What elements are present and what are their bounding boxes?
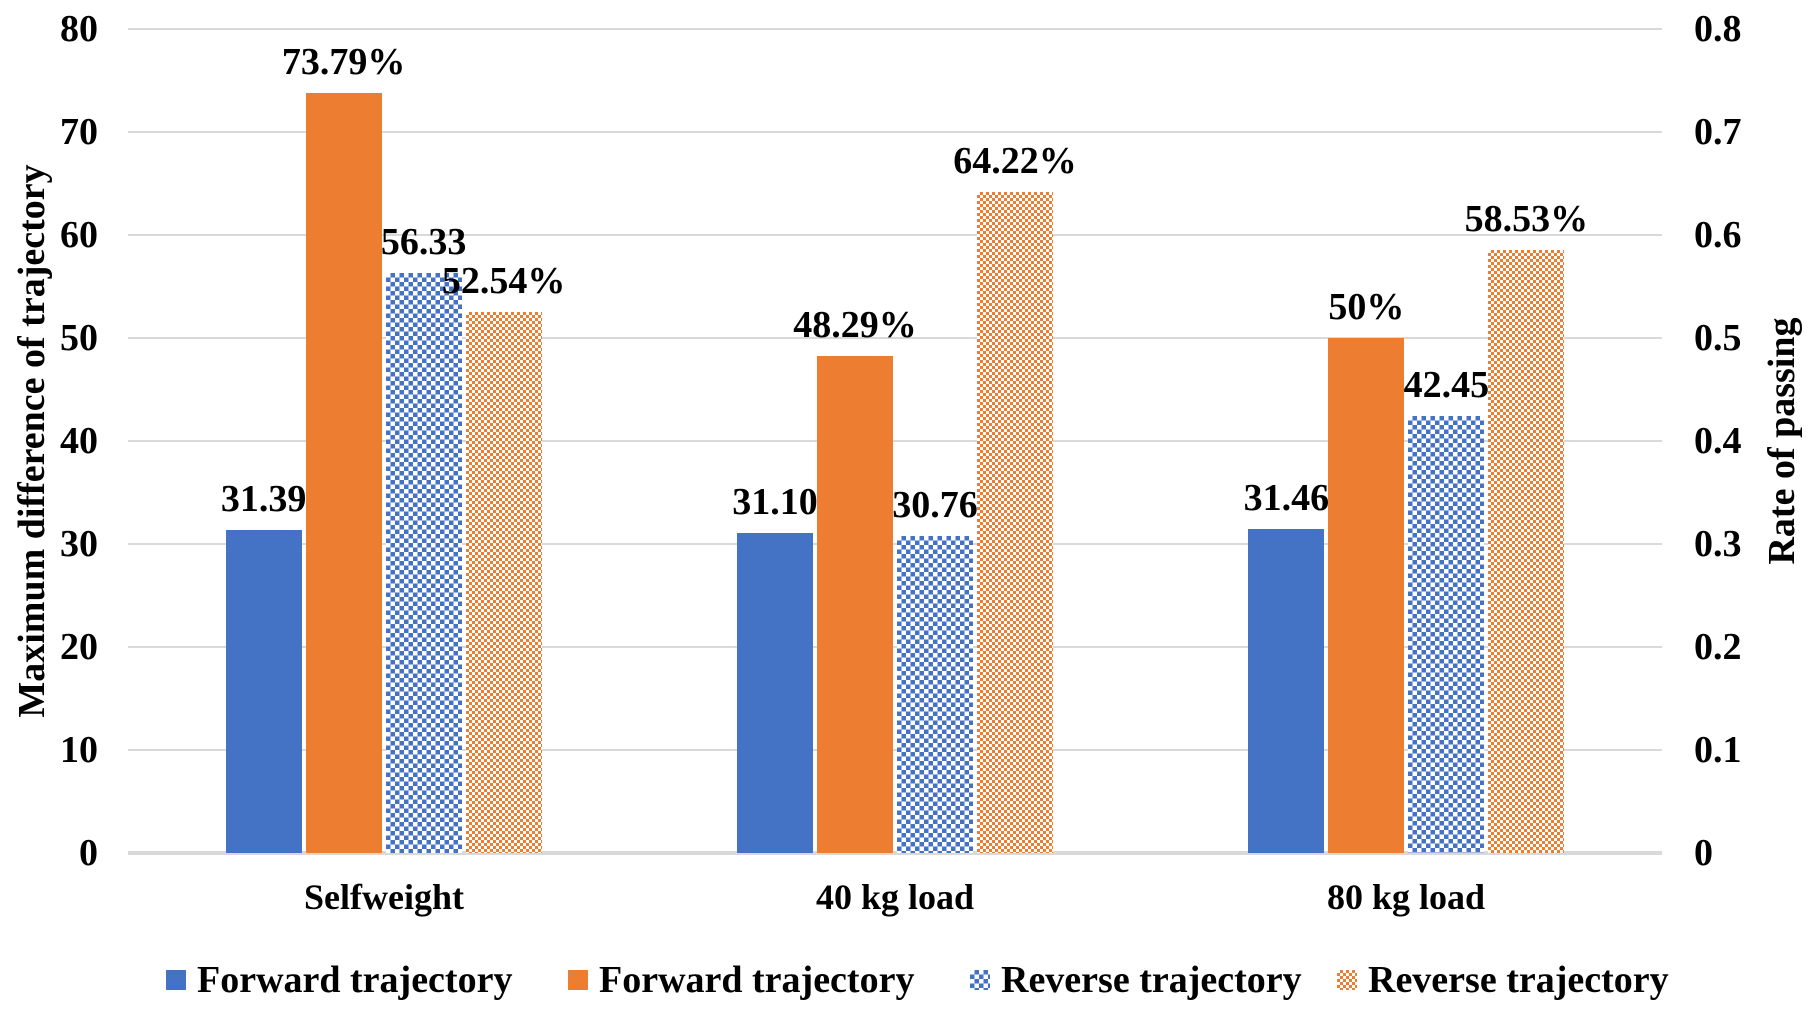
left-axis-ticks: 80 70 60 50 40 30 20 10 0 [0,0,98,1016]
category-label-40kg: 40 kg load [815,877,975,917]
legend-marker-orange-checker-icon [1337,970,1357,990]
bar-data-label: 42.45 [1403,363,1490,406]
bar-solid-orange-80-kg-load [1328,338,1405,853]
right-axis-title: Rate of passing [1761,317,1803,565]
legend-item-forward-solid-orange: Forward trajectory [568,958,914,1002]
bar-data-label: 52.54% [441,259,566,302]
legend-marker-blue-checker-icon [970,970,990,990]
left-axis-tick: 20 [60,626,98,668]
right-axis-tick: 0.6 [1694,214,1742,256]
legend-marker-orange-square-icon [568,970,588,990]
left-axis-tick: 40 [60,420,98,462]
right-axis-ticks: 0.8 0.7 0.6 0.5 0.4 0.3 0.2 0.1 0 [1694,0,1804,1016]
bar-checker-blue-selfweight [385,272,462,853]
legend-label: Forward trajectory [599,959,915,1001]
legend-label: Reverse trajectory [1001,959,1302,1001]
bar-solid-blue-selfweight [225,529,302,853]
left-axis-tick: 10 [60,729,98,771]
bar-data-label: 30.76 [892,484,978,527]
legend-item-reverse-checker-orange: Reverse trajectory [1337,958,1669,1002]
category-label-selfweight: Selfweight [304,877,464,917]
bar-data-label: 31.46 [1243,476,1330,519]
bar-data-label: 58.53% [1464,198,1589,241]
bar-data-label: 31.10 [732,480,818,523]
left-axis-tick: 0 [79,832,98,874]
right-axis-tick: 0.8 [1694,8,1742,50]
gridline [128,543,1662,545]
gridline [128,337,1662,339]
right-axis-tick: 0 [1694,832,1713,874]
left-axis-tick: 30 [60,523,98,565]
right-axis-tick: 0.5 [1694,317,1742,359]
gridline [128,646,1662,648]
left-axis-tick: 60 [60,214,98,256]
bar-checker-blue-80-kg-load [1408,415,1485,853]
bar-data-label: 31.39 [220,477,307,520]
bar-data-label: 50% [1328,286,1405,328]
bar-solid-blue-40-kg-load [737,532,813,853]
bar-data-label: 48.29% [793,303,917,346]
legend-item-reverse-checker-blue: Reverse trajectory [970,958,1302,1002]
gridline [128,28,1662,30]
left-axis-tick: 80 [60,8,98,50]
bar-checker-blue-40-kg-load [897,536,973,853]
left-axis-tick: 70 [60,111,98,153]
right-axis-tick: 0.4 [1694,420,1742,462]
bar-checker-orange-80-kg-load [1488,250,1565,853]
legend-marker-blue-square-icon [166,970,186,990]
right-axis-tick: 0.7 [1694,111,1742,153]
bar-data-label: 56.33 [380,220,467,263]
legend-label: Reverse trajectory [1368,959,1669,1001]
gridline [128,749,1662,751]
left-axis-tick: 50 [60,317,98,359]
bar-solid-blue-80-kg-load [1248,528,1325,853]
legend-label: Forward trajectory [197,959,513,1001]
bar-checker-orange-selfweight [465,311,542,853]
legend-item-forward-solid-blue: Forward trajectory [166,958,512,1002]
bar-data-label: 73.79% [281,40,406,83]
plot-area: 31.39 31.10 31.46 73.79% 48.29% 50% 56.33 30.76… [128,28,1662,855]
bar-checker-orange-40-kg-load [977,191,1053,853]
right-axis-tick: 0.1 [1694,729,1742,771]
category-label-80kg: 80 kg load [1326,877,1486,917]
right-axis-tick: 0.2 [1694,626,1742,668]
right-axis-tick: 0.3 [1694,523,1742,565]
gridline [128,440,1662,442]
gridline [128,131,1662,133]
bar-solid-orange-selfweight [305,92,382,853]
x-axis-line [128,851,1662,855]
gridline [128,234,1662,236]
bar-data-label: 64.22% [953,139,1077,182]
bar-solid-orange-40-kg-load [817,355,893,853]
